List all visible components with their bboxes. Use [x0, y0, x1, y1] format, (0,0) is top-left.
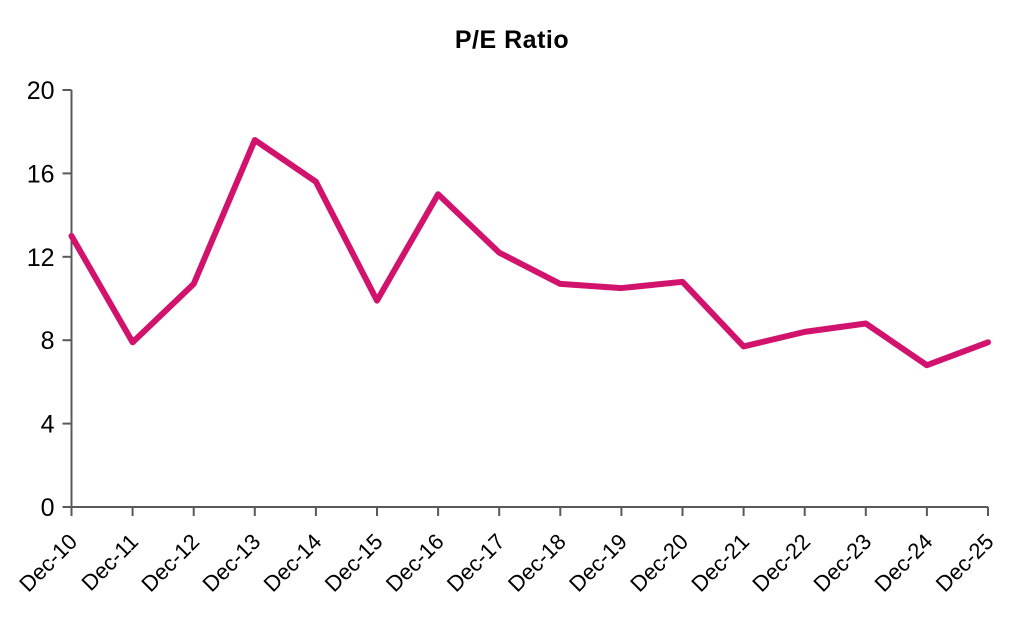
x-axis-tick-label: Dec-16 — [381, 529, 449, 597]
x-axis-tick-label: Dec-17 — [442, 529, 510, 597]
chart-title: P/E Ratio — [454, 26, 570, 54]
y-axis-tick-label: 4 — [41, 411, 55, 439]
y-axis-tick-label: 12 — [27, 244, 55, 272]
x-axis-tick-label: Dec-18 — [503, 529, 571, 597]
x-axis-tick-label: Dec-22 — [747, 529, 815, 597]
x-axis-tick-label: Dec-12 — [136, 529, 204, 597]
y-axis-tick-label: 16 — [27, 160, 55, 188]
x-axis-tick-label: Dec-19 — [564, 529, 632, 597]
x-axis-tick-label: Dec-25 — [931, 529, 999, 597]
x-axis-tick-label: Dec-14 — [259, 529, 327, 597]
x-axis-tick-label: Dec-11 — [76, 529, 143, 596]
x-axis-tick-label: Dec-21 — [686, 529, 754, 597]
y-axis-tick-label: 20 — [27, 77, 55, 105]
x-axis-tick-label: Dec-15 — [320, 529, 388, 597]
x-axis-tick-label: Dec-24 — [870, 529, 938, 597]
y-axis-tick-label: 8 — [41, 327, 55, 355]
x-axis-tick-label: Dec-10 — [14, 529, 82, 597]
x-axis-tick-label: Dec-23 — [809, 529, 877, 597]
series-line-pe-ratio — [68, 137, 991, 369]
y-axis-tick-label: 0 — [41, 494, 55, 522]
x-axis-tick-label: Dec-13 — [198, 529, 266, 597]
x-axis-tick-label: Dec-20 — [625, 529, 693, 597]
